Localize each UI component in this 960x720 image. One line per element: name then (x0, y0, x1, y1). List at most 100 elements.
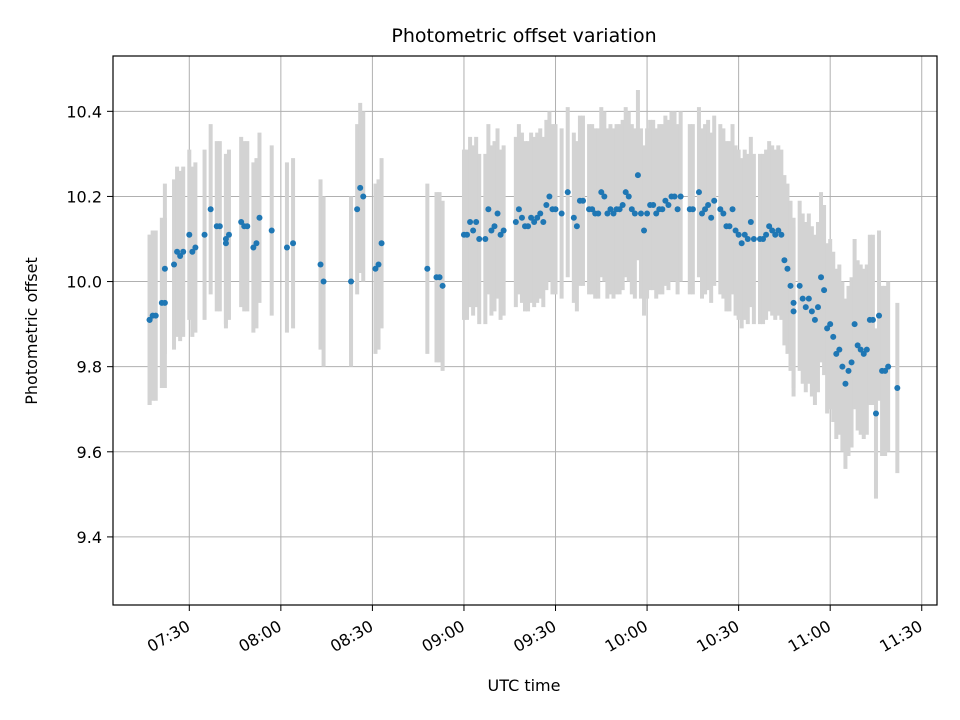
y-tick-label: 9.4 (77, 528, 102, 547)
data-point (860, 350, 867, 357)
data-point (476, 236, 483, 242)
data-point (717, 206, 724, 213)
data-point (851, 321, 858, 328)
data-point (769, 227, 776, 234)
data-point (622, 189, 629, 196)
data-point (320, 278, 327, 285)
data-point (814, 304, 821, 311)
data-point (290, 240, 297, 247)
data-point (146, 316, 153, 323)
data-point (869, 316, 876, 323)
data-point (604, 210, 611, 217)
data-point (775, 227, 782, 234)
data-point (726, 223, 733, 230)
data-point (842, 380, 849, 387)
data-point (598, 189, 605, 196)
data-point (659, 206, 666, 213)
data-point (885, 363, 892, 370)
data-point (735, 231, 742, 238)
data-point (732, 227, 739, 234)
data-point (189, 248, 196, 255)
data-point (637, 210, 644, 217)
data-point (500, 227, 507, 234)
data-point (781, 257, 788, 264)
data-point (491, 223, 498, 230)
data-point (811, 316, 818, 323)
data-point (525, 223, 532, 230)
data-point (677, 193, 684, 200)
data-point (348, 278, 355, 285)
data-point (705, 201, 712, 208)
data-point (799, 295, 806, 302)
data-point (378, 240, 385, 247)
data-point (699, 210, 706, 217)
data-point (802, 304, 809, 311)
data-point (528, 214, 535, 221)
data-point (515, 206, 522, 213)
data-point (207, 206, 214, 213)
data-point (354, 206, 361, 213)
y-tick-label: 10.0 (66, 273, 102, 292)
data-point (558, 210, 565, 217)
data-point (729, 206, 736, 213)
data-point (848, 359, 855, 366)
data-point (808, 308, 815, 315)
data-point (708, 214, 715, 221)
data-point (174, 248, 181, 255)
data-point (763, 231, 770, 238)
data-point (357, 184, 364, 191)
data-point (833, 350, 840, 357)
data-point (644, 210, 651, 217)
data-point (180, 248, 187, 255)
data-point (607, 206, 614, 213)
data-point (543, 201, 550, 208)
data-point (662, 197, 669, 204)
data-point (805, 295, 812, 302)
data-point (540, 218, 547, 225)
y-tick-label: 9.8 (77, 358, 102, 377)
data-point (796, 282, 803, 289)
data-point (631, 210, 638, 217)
data-point (616, 206, 623, 213)
data-point (238, 218, 245, 225)
data-point (595, 210, 602, 217)
data-point (882, 367, 889, 374)
data-point (186, 231, 193, 238)
data-point (641, 227, 648, 234)
plot-frame (112, 55, 938, 606)
data-point (610, 210, 617, 217)
data-point (747, 218, 754, 225)
data-point (552, 206, 559, 213)
data-point (439, 282, 446, 289)
data-point (375, 261, 382, 268)
data-point (497, 231, 504, 238)
data-point (534, 214, 541, 221)
data-point (177, 253, 184, 260)
data-point (827, 321, 834, 328)
data-point (653, 210, 660, 217)
data-point (671, 193, 678, 200)
data-point (546, 193, 553, 200)
data-point (244, 223, 251, 230)
data-point (531, 218, 538, 225)
data-point (485, 206, 492, 213)
data-point (283, 244, 290, 251)
data-point (216, 223, 223, 230)
data-point (857, 346, 864, 353)
data-point (634, 172, 641, 179)
data-point (464, 231, 471, 238)
data-point (821, 287, 828, 294)
data-point (482, 236, 489, 242)
data-point (750, 236, 757, 242)
data-point (787, 282, 794, 289)
data-point (268, 227, 275, 234)
data-point (744, 236, 751, 242)
data-point (845, 367, 852, 374)
data-point (702, 206, 709, 213)
y-axis-ticks: 9.4 9.6 9.8 10.0 10.2 10.4 (66, 102, 113, 547)
data-point (564, 189, 571, 196)
data-point (201, 231, 208, 238)
data-point (839, 363, 846, 370)
data-point (695, 189, 702, 196)
data-point (570, 214, 577, 221)
